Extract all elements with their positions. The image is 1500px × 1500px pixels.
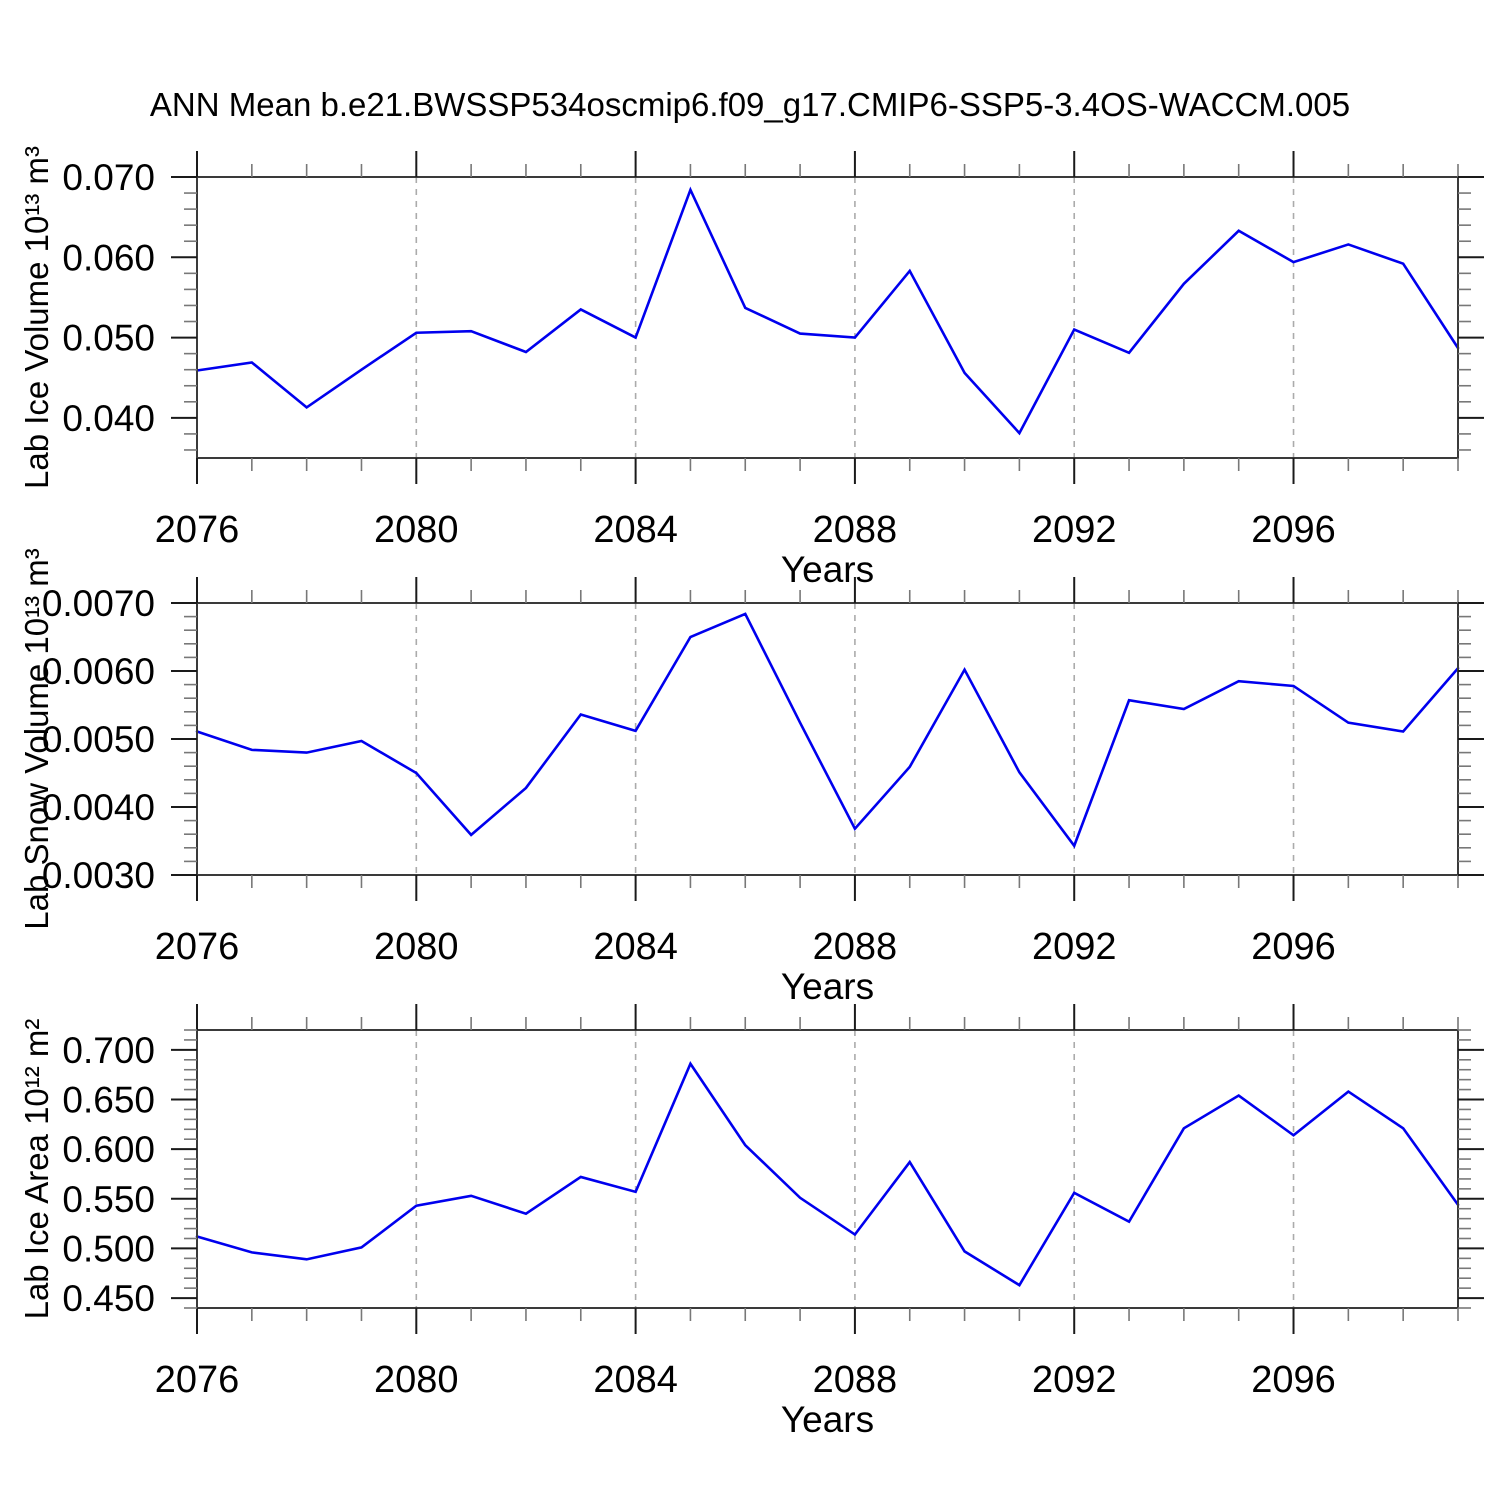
data-line-panel-1 [195, 186, 1460, 436]
y-tick-label: 0.600 [62, 1129, 155, 1170]
x-tick-label: 2088 [813, 509, 898, 551]
plot-box [196, 1029, 1459, 1309]
y-tick-label: 0.060 [62, 237, 155, 278]
y-axis-title: Lab Ice Volume 10¹³ m³ [18, 146, 55, 489]
y-tick-label: 0.040 [62, 398, 155, 439]
y-axis-title: Lab Snow Volume 10¹³ m³ [18, 548, 55, 930]
chart-title: ANN Mean b.e21.BWSSP534oscmip6.f09_g17.C… [149, 86, 1351, 123]
x-tick-label: 2080 [374, 509, 459, 551]
y-axis-title: Lab Ice Area 10¹² m² [18, 1019, 55, 1320]
x-tick-label: 2076 [155, 509, 240, 551]
plot-box [196, 176, 1459, 459]
data-line-panel-3 [195, 1061, 1460, 1287]
y-tick-label: 0.070 [62, 157, 155, 198]
x-tick-label: 2092 [1032, 509, 1117, 551]
x-axis-title: Years [781, 1399, 874, 1440]
x-tick-label: 2084 [593, 509, 678, 551]
y-tick-label: 0.450 [62, 1278, 155, 1319]
y-tick-label: 0.550 [62, 1179, 155, 1220]
x-tick-label: 2076 [155, 1359, 240, 1401]
x-tick-label: 2088 [813, 926, 898, 968]
x-tick-label: 2088 [813, 1359, 898, 1401]
x-tick-label: 2092 [1032, 926, 1117, 968]
x-tick-label: 2084 [593, 1359, 678, 1401]
y-tick-label: 0.0070 [42, 583, 155, 624]
x-tick-label: 2092 [1032, 1359, 1117, 1401]
x-tick-label: 2080 [374, 926, 459, 968]
x-tick-label: 2096 [1251, 509, 1336, 551]
y-tick-label: 0.0030 [42, 855, 155, 896]
x-axis-title: Years [781, 966, 874, 1007]
y-tick-label: 0.500 [62, 1228, 155, 1269]
x-tick-label: 2076 [155, 926, 240, 968]
x-tick-label: 2096 [1251, 926, 1336, 968]
y-tick-label: 0.650 [62, 1080, 155, 1121]
x-tick-label: 2080 [374, 1359, 459, 1401]
y-tick-label: 0.0050 [42, 719, 155, 760]
data-line-panel-2 [195, 612, 1460, 849]
y-tick-label: 0.700 [62, 1030, 155, 1071]
x-tick-label: 2084 [593, 926, 678, 968]
y-tick-label: 0.0040 [42, 787, 155, 828]
x-axis-title: Years [781, 549, 874, 590]
y-tick-label: 0.050 [62, 318, 155, 359]
x-tick-label: 2096 [1251, 1359, 1336, 1401]
plot-box [196, 602, 1459, 876]
y-tick-label: 0.0060 [42, 651, 155, 692]
